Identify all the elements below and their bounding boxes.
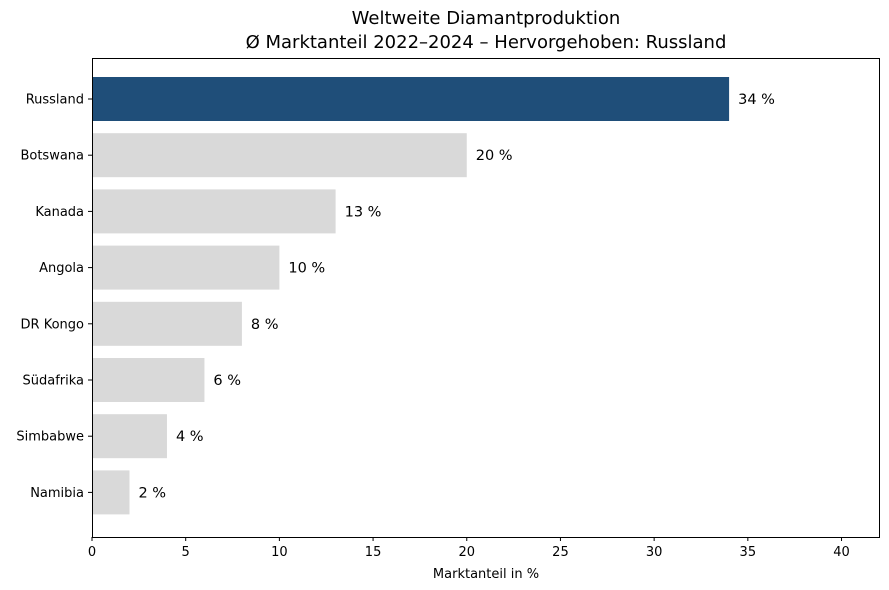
y-tick-label-simbabwe: Simbabwe	[16, 430, 84, 445]
data-label-angola: 10 %	[288, 261, 325, 277]
bar-kanada	[92, 189, 336, 234]
x-tick-label-5: 5	[182, 545, 190, 560]
x-tick-label-30: 30	[646, 545, 663, 560]
bar-angola	[92, 245, 280, 290]
y-tick-label-namibia: Namibia	[30, 486, 84, 501]
chart-subtitle: Ø Marktanteil 2022–2024 – Hervorgehoben:…	[246, 32, 727, 53]
data-label-simbabwe: 4 %	[176, 429, 204, 445]
data-label-russland: 34 %	[738, 92, 775, 108]
data-labels-layer: 34 % 20 % 13 % 10 % 8 % 6 % 4 % 2 %	[138, 92, 774, 501]
x-tick-label-10: 10	[271, 545, 288, 560]
data-label-namibia: 2 %	[138, 485, 166, 501]
bars-layer	[92, 77, 730, 515]
x-axis-label: Marktanteil in %	[433, 567, 539, 582]
plot-frame	[92, 58, 880, 538]
x-tick-label-35: 35	[740, 545, 757, 560]
x-tick-label-15: 15	[365, 545, 382, 560]
y-tick-label-südafrika: Südafrika	[22, 374, 84, 389]
data-label-botswana: 20 %	[476, 148, 513, 164]
data-label-südafrika: 6 %	[213, 373, 241, 389]
y-axis: Russland Botswana Kanada Angola DR Kongo Süda…	[16, 93, 92, 501]
bar-dr-kongo	[92, 301, 242, 346]
y-tick-label-botswana: Botswana	[20, 149, 84, 164]
bar-botswana	[92, 133, 467, 178]
y-tick-label-dr-kongo: DR Kongo	[21, 317, 84, 332]
bar-russland	[92, 77, 730, 121]
x-tick-label-25: 25	[552, 545, 569, 560]
chart-title: Weltweite Diamantproduktion	[352, 8, 621, 29]
x-tick-label-0: 0	[88, 545, 96, 560]
bar-simbabwe	[92, 414, 167, 459]
data-label-kanada: 13 %	[345, 204, 382, 220]
x-tick-label-20: 20	[458, 545, 475, 560]
bar-namibia	[92, 470, 130, 515]
y-tick-label-kanada: Kanada	[35, 205, 84, 220]
x-tick-label-40: 40	[833, 545, 850, 560]
bar-südafrika	[92, 358, 205, 402]
x-axis: 0 5 10 15 20 25 30 35 40	[88, 537, 850, 560]
y-tick-label-russland: Russland	[26, 93, 84, 108]
y-tick-label-angola: Angola	[39, 261, 84, 276]
data-label-dr-kongo: 8 %	[251, 317, 279, 333]
